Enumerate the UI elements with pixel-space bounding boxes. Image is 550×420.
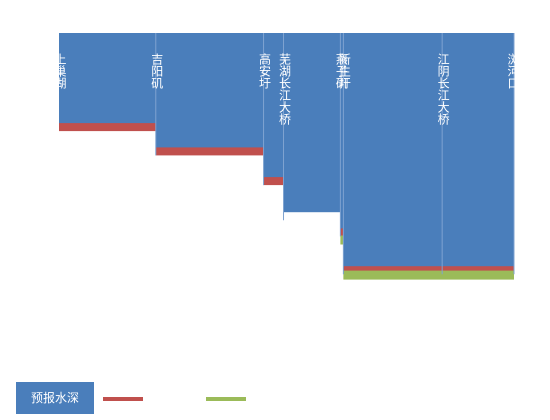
band-2-segment-1 (340, 235, 344, 245)
band-1-segment-3 (263, 176, 284, 186)
legend-swatch-red-series (103, 397, 143, 401)
station-label-8: 浏河口 (506, 53, 520, 89)
station-label-6: 新生圩 (337, 52, 351, 89)
band-2-segment-2 (343, 270, 514, 280)
station-label-5: 燕子矶 (334, 53, 348, 90)
station-label-1: 上巢湖 (53, 53, 67, 89)
station-label-7: 江阴长江大桥 (436, 53, 450, 126)
band-1-segment-2 (155, 146, 264, 156)
station-label-2: 吉阳矶 (150, 53, 164, 90)
depth-area-segment-5 (340, 33, 344, 229)
legend-swatch-green-series (206, 397, 246, 401)
depth-area-segment-1 (59, 33, 156, 124)
legend: 预报水深 (16, 382, 246, 414)
legend-swatch-forecast-depth (16, 382, 94, 414)
band-1-segment-1 (59, 122, 156, 132)
depth-area-segment-6 (343, 33, 514, 267)
depth-area-segment-4 (283, 33, 341, 213)
band-1-segment-5 (340, 227, 344, 237)
depth-area-segment-2 (155, 33, 264, 148)
station-label-4: 芜湖长江大桥 (278, 53, 292, 126)
legend-label-forecast-depth: 预报水深 (31, 390, 79, 405)
station-label-3: 高安圩 (258, 52, 272, 89)
depth-area-segment-3 (263, 33, 284, 178)
band-1-segment-6 (343, 265, 514, 275)
